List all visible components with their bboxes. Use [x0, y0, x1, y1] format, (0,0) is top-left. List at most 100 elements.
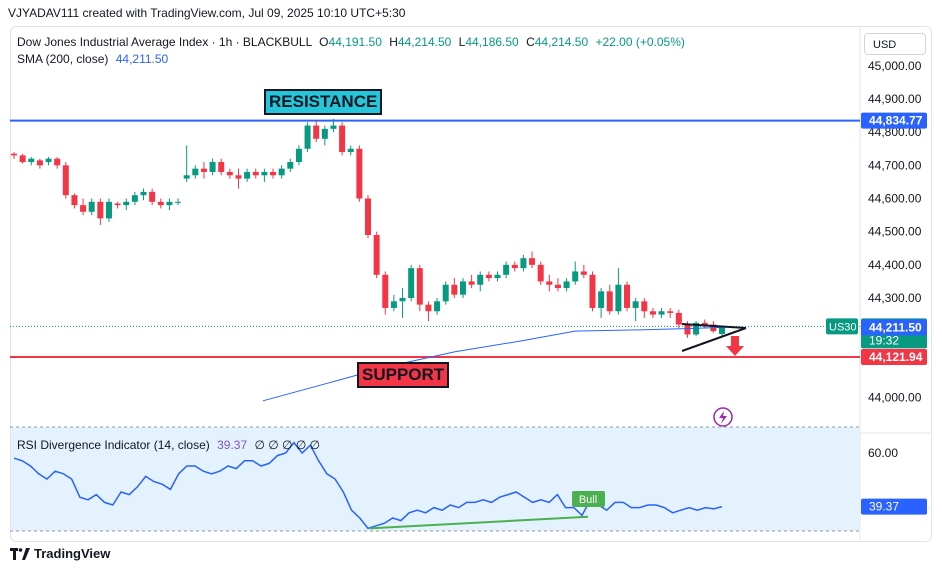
currency-button[interactable]: USD	[864, 33, 926, 55]
y-tick-label: 44,000.00	[868, 391, 922, 405]
open-label: O	[319, 35, 329, 49]
candle-body	[459, 281, 466, 295]
rsi-label: RSI Divergence Indicator (14, close)	[17, 438, 210, 452]
candle-body	[425, 304, 432, 312]
candle-body	[719, 326, 725, 334]
candle-body	[313, 125, 320, 139]
candle-body	[546, 281, 553, 285]
symbol-name: Dow Jones Industrial Average Index · 1h …	[17, 35, 312, 49]
candle-body	[468, 281, 475, 285]
candle-body	[520, 258, 527, 269]
low-value: 44,186.50	[465, 35, 519, 49]
candle-body	[295, 148, 302, 163]
close-label: C	[526, 35, 535, 49]
y-tick-label: 44,900.00	[868, 92, 922, 106]
candle-body	[382, 274, 389, 308]
candle-body	[304, 125, 311, 149]
candle-body	[183, 175, 190, 179]
rsi-line	[13, 441, 723, 530]
down-arrow-icon	[726, 336, 744, 356]
rsi-value-label: 39.37	[869, 500, 899, 514]
price-label-resistance: 44,834.77	[869, 114, 923, 128]
candle-body	[649, 311, 656, 315]
candle-body	[11, 153, 17, 156]
candle-body	[442, 284, 449, 302]
candle-body	[675, 312, 682, 325]
high-value: 44,214.50	[397, 35, 452, 49]
candle-body	[209, 162, 216, 172]
candle-body	[494, 274, 501, 279]
candle-body	[80, 205, 87, 212]
candle-body	[218, 162, 225, 172]
triangle-upper-line	[681, 323, 747, 329]
candle-body	[701, 322, 708, 325]
candle-body	[28, 158, 35, 163]
candle-body	[580, 271, 587, 275]
rsi-extras: ∅ ∅ ∅ ∅ ∅	[254, 438, 321, 452]
candle-body	[399, 298, 406, 302]
low-label: L	[458, 35, 466, 49]
candle-body	[19, 155, 26, 163]
price-label-support: 44,121.94	[869, 350, 923, 364]
bull-label: Bull	[579, 494, 597, 506]
candle-body	[149, 191, 156, 202]
candle-body	[175, 201, 182, 203]
candle-body	[192, 168, 199, 176]
bull-label-bg	[572, 491, 605, 507]
candle-body	[503, 264, 510, 275]
candle-body	[278, 168, 285, 176]
support-label: SUPPORT	[357, 362, 450, 388]
tradingview-logo-icon	[10, 547, 30, 560]
price-countdown: 19:32	[869, 333, 899, 347]
candle-body	[261, 171, 268, 176]
chart-header-title: VJYADAV111 created with TradingView.com,…	[8, 6, 406, 20]
candle-body	[200, 168, 207, 172]
candle-body	[45, 158, 52, 163]
symbol-tag: US30	[829, 321, 857, 333]
candle-body	[390, 301, 397, 308]
candle-body	[365, 198, 371, 235]
candle-body	[105, 201, 112, 219]
high-label: H	[389, 35, 398, 49]
rsi-value: 39.37	[217, 438, 248, 452]
candle-body	[123, 201, 130, 206]
y-tick-label: 44,300.00	[868, 291, 922, 305]
open-value: 44,191.50	[328, 35, 382, 49]
y-tick-label: 44,400.00	[868, 258, 922, 272]
tradingview-footer[interactable]: TradingView	[10, 546, 110, 561]
candle-body	[529, 258, 536, 265]
candle-body	[252, 171, 259, 176]
candle-body	[373, 234, 380, 275]
candle-body	[667, 311, 674, 313]
candle-body	[347, 148, 354, 153]
symbol-legend: Dow Jones Industrial Average Index · 1h …	[17, 35, 685, 49]
candle-body	[641, 301, 648, 312]
candle-body	[589, 274, 596, 308]
candle-body	[451, 284, 458, 295]
candle-body	[537, 264, 544, 282]
sma-value: 44,211.50	[115, 52, 169, 66]
price-label-bg	[861, 112, 927, 129]
candle-body	[684, 324, 691, 335]
change-value: +22.00 (+0.05%)	[595, 35, 685, 49]
candle-body	[226, 171, 233, 176]
candle-body	[270, 171, 277, 176]
candle-body	[235, 175, 242, 179]
lightning-bolt-icon	[719, 411, 727, 424]
y-tick-label: 44,600.00	[868, 192, 922, 206]
rsi-legend[interactable]: RSI Divergence Indicator (14, close) 39.…	[17, 438, 320, 452]
price-label-sma: 44,211.50	[869, 320, 922, 334]
candle-body	[408, 268, 415, 298]
candle-body	[606, 291, 613, 312]
candle-body	[88, 201, 95, 212]
rsi-value-label-bg	[861, 498, 927, 515]
candle-body	[624, 284, 631, 308]
candle-body	[485, 274, 492, 279]
y-tick-label: 44,800.00	[868, 125, 922, 139]
candle-body	[632, 301, 639, 308]
tradingview-brand: TradingView	[34, 546, 111, 561]
sma-legend[interactable]: SMA (200, close) 44,211.50	[17, 52, 168, 66]
candle-body	[166, 201, 173, 206]
symbol-tag-bg	[826, 318, 858, 335]
